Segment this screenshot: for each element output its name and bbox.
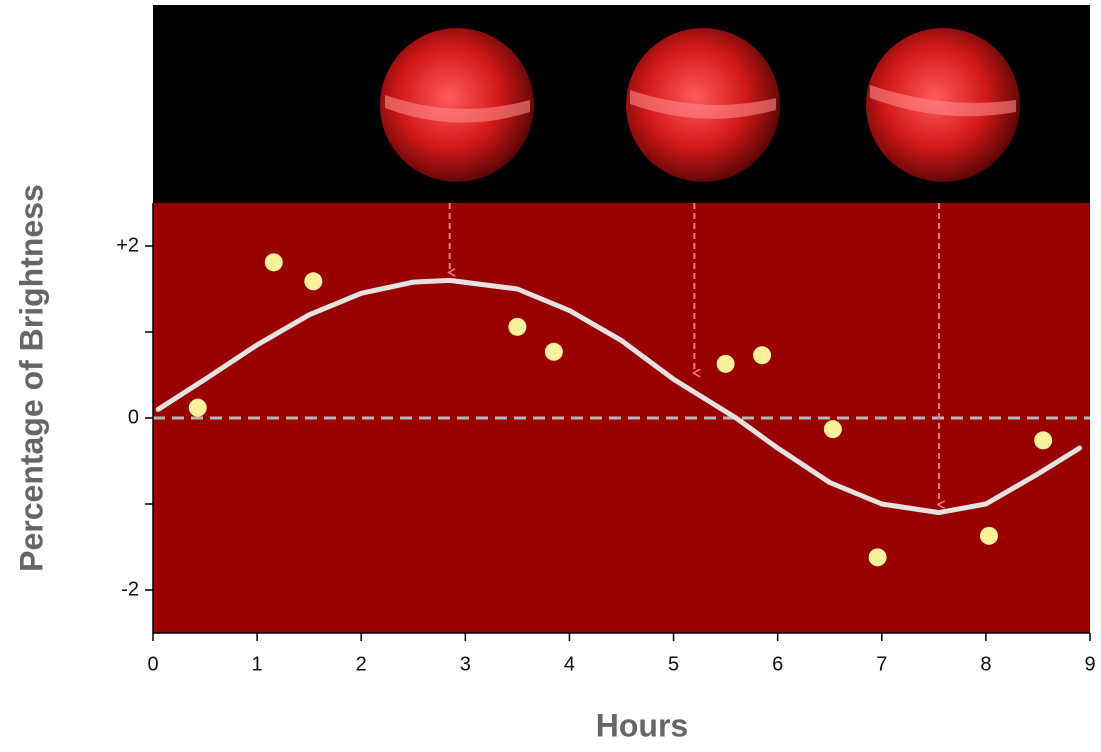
plot: 0 1 2 3 4 5 6 7 8 9 +2 0 -2	[116, 203, 1095, 675]
y-tick-label: -2	[121, 578, 139, 600]
data-point	[824, 420, 842, 438]
x-tick-label: 5	[668, 653, 679, 675]
data-point	[717, 355, 735, 373]
x-tick-label: 4	[564, 653, 575, 675]
data-point	[869, 548, 887, 566]
y-tick-label: 0	[128, 406, 139, 428]
x-axis-title: Hours	[596, 707, 688, 743]
x-tick-label: 3	[460, 653, 471, 675]
x-tick-label: 8	[980, 653, 991, 675]
x-tick-label: 9	[1084, 653, 1095, 675]
data-point	[508, 318, 526, 336]
data-point	[265, 253, 283, 271]
x-tick-label: 2	[356, 653, 367, 675]
x-tick-label: 7	[876, 653, 887, 675]
x-tick-label: 1	[252, 653, 263, 675]
y-axis-title: Percentage of Brightness	[13, 184, 49, 572]
planets	[380, 28, 1020, 182]
x-tick-label: 0	[147, 653, 158, 675]
data-point	[304, 272, 322, 290]
y-tick-label: +2	[116, 234, 139, 256]
data-point	[753, 346, 771, 364]
x-tick-label: 6	[772, 653, 783, 675]
chart: 0 1 2 3 4 5 6 7 8 9 +2 0 -2 Hours Percentage of Brig…	[0, 0, 1101, 747]
data-point	[1034, 431, 1052, 449]
page: 0 1 2 3 4 5 6 7 8 9 +2 0 -2 Hours Percentage of Brig…	[0, 0, 1101, 752]
data-point	[189, 399, 207, 417]
data-point	[980, 527, 998, 545]
data-point	[545, 343, 563, 361]
